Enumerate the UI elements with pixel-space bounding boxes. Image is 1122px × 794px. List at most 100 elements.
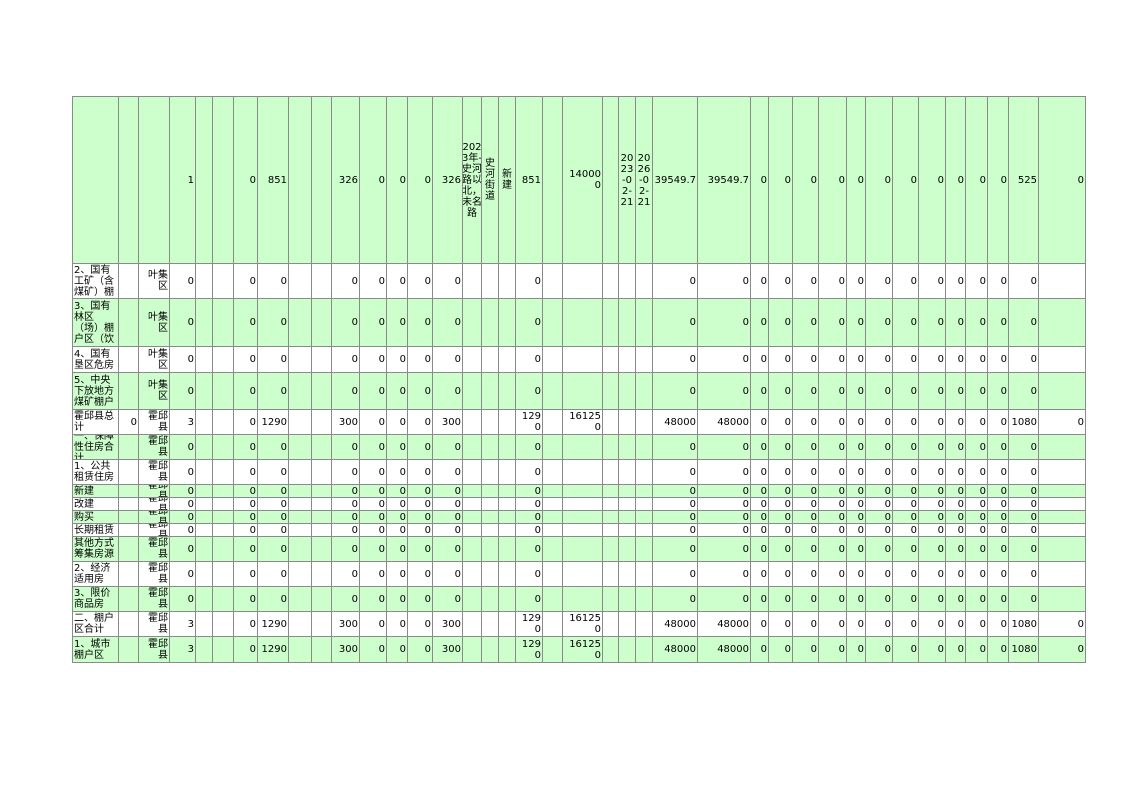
- cell: 0: [865, 434, 893, 460]
- cell-text: 霍邱县: [148, 511, 168, 523]
- cell: 0: [945, 459, 966, 485]
- cell: 0: [945, 346, 966, 373]
- cell-value: 0: [1000, 568, 1007, 580]
- cell-value: 0: [424, 385, 431, 397]
- cell-value: 0: [957, 498, 964, 510]
- cell-value: 0: [378, 466, 385, 478]
- cell-value: 0: [784, 568, 791, 580]
- cell-text: [139, 97, 169, 263]
- cell: [118, 510, 139, 524]
- cell: 0: [750, 298, 769, 347]
- cell-value: 0: [399, 498, 406, 510]
- cell-text: [543, 264, 562, 298]
- cell: [212, 434, 234, 460]
- cell-text: [603, 587, 618, 611]
- cell-text: [482, 511, 498, 523]
- cell: 1080: [1008, 409, 1039, 435]
- cell-text: [289, 524, 311, 536]
- cell-value: 0: [742, 485, 749, 497]
- cell: [542, 510, 563, 524]
- cell: 0: [865, 263, 893, 299]
- cell-text: [289, 435, 311, 459]
- cell-text: [603, 264, 618, 298]
- cell-value: 0: [280, 441, 287, 453]
- cell: 0: [768, 409, 793, 435]
- cell-text: 新建: [502, 169, 512, 191]
- cell-text: [119, 524, 138, 536]
- cell: [118, 611, 139, 637]
- cell: 0: [918, 510, 946, 524]
- cell: 0: [965, 346, 988, 373]
- cell: 0: [359, 586, 387, 612]
- cell: 0: [818, 298, 847, 347]
- cell: [1038, 459, 1086, 485]
- cell-value: 0: [838, 385, 845, 397]
- cell: [195, 536, 213, 562]
- cell-value: 0: [742, 568, 749, 580]
- cell-value: 0: [399, 618, 406, 630]
- cell: [1038, 510, 1086, 524]
- cell-text: [636, 524, 652, 536]
- cell-text: [289, 460, 311, 484]
- cell: [562, 298, 603, 347]
- cell-value: 0: [742, 317, 749, 328]
- cell: 1: [169, 96, 196, 264]
- cell: [462, 636, 482, 663]
- cell: [462, 586, 482, 612]
- cell-value: 0: [534, 466, 541, 478]
- cell: [635, 586, 653, 612]
- cell: 0: [918, 497, 946, 511]
- cell: 0: [865, 298, 893, 347]
- cell: [602, 298, 619, 347]
- cell: [618, 510, 636, 524]
- cell: 0: [918, 409, 946, 435]
- cell-value: 0: [280, 385, 287, 397]
- cell: [462, 510, 482, 524]
- cell: [118, 298, 139, 347]
- cell: 0: [792, 96, 819, 264]
- cell: 0: [768, 586, 793, 612]
- cell: 0: [407, 298, 433, 347]
- cell-text: 霍邱县: [148, 485, 168, 497]
- cell-value: 0: [810, 511, 817, 523]
- cell: 0: [965, 298, 988, 347]
- cell-value: 0: [838, 317, 845, 328]
- row-label: 2、经济适用房: [74, 563, 111, 585]
- row-label: 2、国有工矿（含煤矿）棚: [74, 264, 114, 298]
- cell: 0: [432, 497, 463, 511]
- cell-value: 0: [760, 498, 767, 510]
- cell-value: 0: [857, 441, 864, 453]
- cell: [212, 497, 234, 511]
- cell-value: 0: [979, 441, 986, 453]
- cell-text: 霍邱县: [148, 498, 168, 510]
- cell: 0: [233, 561, 258, 587]
- cell: 48000: [652, 409, 698, 435]
- row-label: 长期租赁: [74, 524, 114, 536]
- cell-value: 0: [810, 568, 817, 580]
- cell-value: 0: [838, 524, 845, 536]
- cell: 0: [233, 484, 258, 498]
- cell-text: [619, 299, 635, 346]
- cell-text: [1039, 485, 1085, 497]
- cell-value: 0: [784, 466, 791, 478]
- cell: 0: [697, 510, 751, 524]
- cell: 0: [945, 409, 966, 435]
- cell: [311, 434, 332, 460]
- cell: [1038, 586, 1086, 612]
- cell-text: 霍邱县: [148, 461, 168, 483]
- cell-value: 0: [838, 511, 845, 523]
- cell-value: 0: [857, 317, 864, 328]
- cell: [118, 523, 139, 537]
- row-label: 1、公共租赁住房: [74, 461, 114, 483]
- cell: 0: [918, 459, 946, 485]
- cell-value: 0: [378, 354, 385, 365]
- cell-text: [196, 485, 212, 497]
- cell: 0: [1008, 263, 1039, 299]
- cell-value: 0: [1030, 498, 1037, 510]
- cell: [118, 96, 139, 264]
- cell-value: 0: [937, 441, 944, 453]
- cell-value: 0: [249, 485, 256, 497]
- cell: 0: [233, 536, 258, 562]
- cell-text: 霍邱县: [148, 524, 168, 536]
